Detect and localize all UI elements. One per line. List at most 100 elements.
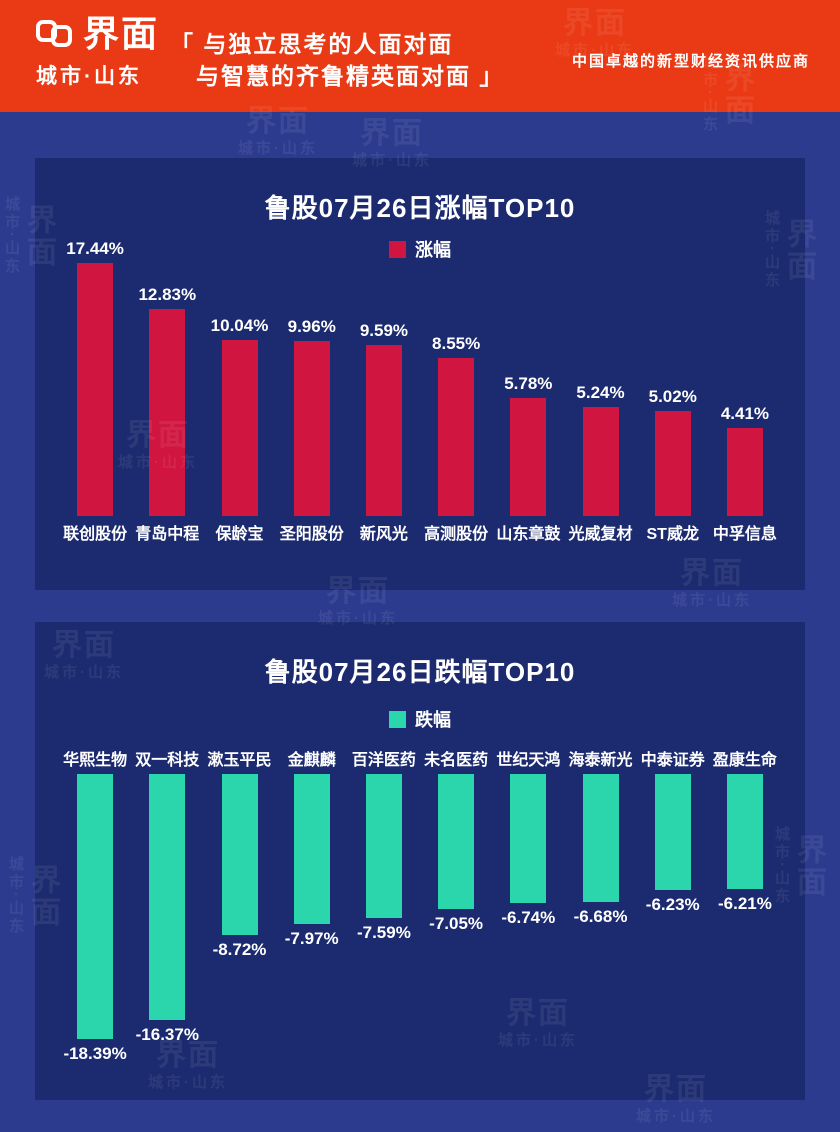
loser-bar <box>221 774 258 935</box>
bar-value-label: 4.41% <box>720 404 770 423</box>
bar-value-label: -7.05% <box>429 914 484 933</box>
watermark-brand-text: 界面 <box>360 117 424 150</box>
header-slogan: 「 与独立思考的人面对面 与智慧的齐鲁精英面对面 」 <box>170 28 504 92</box>
brand-header: 界面 城市·山东 「 与独立思考的人面对面 与智慧的齐鲁精英面对面 」 中国卓越… <box>0 0 840 112</box>
loser-bar <box>438 774 475 909</box>
category-label: 保龄宝 <box>215 526 264 543</box>
gainer-bar <box>726 428 763 516</box>
bar-value-label: 5.78% <box>504 374 553 393</box>
chart-column: -16.37% <box>131 774 203 1066</box>
brand-name: 界面 <box>83 13 160 54</box>
gainer-bar <box>510 398 547 516</box>
bar-value-label: -7.97% <box>284 929 339 948</box>
losers-chart-panel: 鲁股07月26日跌幅TOP10 跌幅 华熙生物 双一科技 漱玉平民 金麒麟 百洋医药 未名… <box>35 622 805 1100</box>
category-label: 双一科技 <box>135 752 200 769</box>
brand-region: 城市·山东 <box>36 65 142 88</box>
brand-logo-block: 界面 城市·山东 <box>36 16 159 90</box>
chart-column: 9.96% <box>276 236 348 516</box>
gainers-bars-area: 17.44% 12.83% 10.04% 9.96% 9.59% 8.55% 5.78% 5.… <box>59 236 781 516</box>
chart-column: 9.59% <box>348 236 420 516</box>
bar-value-label: -6.68% <box>573 907 628 926</box>
category-label: 盈康生命 <box>712 752 777 769</box>
watermark-region-text: 城市·山东 <box>238 140 318 157</box>
gainer-bar <box>149 309 186 516</box>
bar-value-label: 9.59% <box>359 321 409 340</box>
loser-bar <box>726 774 763 889</box>
losers-chart-title: 鲁股07月26日跌幅TOP10 <box>264 657 576 687</box>
chart-column: -18.39% <box>59 774 131 1066</box>
category-label: 联创股份 <box>63 526 128 543</box>
chart-column: 8.55% <box>420 236 492 516</box>
bar-value-label: -18.39% <box>63 1044 127 1063</box>
bar-value-label: -16.37% <box>135 1025 199 1044</box>
chart-column: -8.72% <box>203 774 275 1066</box>
gainer-bar <box>582 407 619 516</box>
gainers-chart-title: 鲁股07月26日涨幅TOP10 <box>264 193 576 223</box>
gainers-legend-swatch-icon <box>389 240 406 258</box>
category-label: 未名医药 <box>424 752 489 769</box>
bar-value-label: -6.23% <box>645 895 700 914</box>
bar-value-label: 17.44% <box>66 239 124 258</box>
gainer-bar <box>654 411 691 516</box>
losers-legend-label: 跌幅 <box>415 710 451 730</box>
category-label: 世纪天鸿 <box>496 752 561 769</box>
loser-bar <box>149 774 186 1020</box>
gainer-bar <box>221 340 258 516</box>
loser-bar <box>510 774 547 903</box>
losers-category-row: 华熙生物 双一科技 漱玉平民 金麒麟 百洋医药 未名医药 世纪天鸿 海泰新光 中泰证券 盈康生命 <box>59 746 781 770</box>
category-label: 中孚信息 <box>712 526 777 543</box>
loser-bar <box>77 774 114 1039</box>
category-label: 中泰证券 <box>640 752 705 769</box>
chart-column: 5.02% <box>637 236 709 516</box>
gainer-bar <box>365 345 402 516</box>
watermark-region-text: 城市·山东 <box>636 1108 716 1125</box>
category-label: 漱玉平民 <box>207 752 272 769</box>
bar-value-label: 10.04% <box>210 316 269 335</box>
loser-bar <box>293 774 330 924</box>
bar-value-label: 5.24% <box>576 383 625 402</box>
losers-legend: 跌幅 <box>35 706 805 732</box>
chart-column: 5.24% <box>564 236 636 516</box>
chart-column: 5.78% <box>492 236 564 516</box>
chart-column: -6.68% <box>564 774 636 1066</box>
bar-value-label: 8.55% <box>432 334 481 353</box>
losers-legend-swatch-icon <box>389 710 406 728</box>
chart-column: 17.44% <box>59 236 131 516</box>
jiemian-logo-icon <box>36 18 76 50</box>
gainers-category-row: 联创股份 青岛中程 保龄宝 圣阳股份 新风光 高测股份 山东章鼓 光威复材 ST威龙 中孚信息 <box>59 520 781 544</box>
category-label: 青岛中程 <box>135 526 200 543</box>
bar-value-label: 5.02% <box>648 387 697 406</box>
gainer-bar <box>438 358 475 516</box>
category-label: 高测股份 <box>424 526 489 543</box>
chart-column: -6.23% <box>637 774 709 1066</box>
bar-value-label: -6.74% <box>501 908 556 927</box>
slogan-line-1: 「 与独立思考的人面对面 <box>170 31 454 57</box>
loser-bar <box>582 774 619 902</box>
category-label: 金麒麟 <box>287 752 336 769</box>
category-label: 海泰新光 <box>568 752 633 769</box>
category-label: ST威龙 <box>646 526 699 543</box>
chart-column: 4.41% <box>709 236 781 516</box>
bar-value-label: 9.96% <box>287 317 336 336</box>
chart-column: -7.05% <box>420 774 492 1066</box>
bar-value-label: -6.21% <box>717 894 772 913</box>
bar-value-label: -8.72% <box>212 940 267 959</box>
chart-column: 10.04% <box>203 236 275 516</box>
gainer-bar <box>293 341 330 516</box>
chart-column: -7.59% <box>348 774 420 1066</box>
gainers-chart-panel: 鲁股07月26日涨幅TOP10 涨幅 17.44% 12.83% 10.04% 9.9… <box>35 158 805 590</box>
category-label: 光威复材 <box>568 526 633 543</box>
chart-column: -6.74% <box>492 774 564 1066</box>
gainers-legend: 涨幅 <box>35 236 805 262</box>
category-label: 新风光 <box>359 526 408 543</box>
watermark-region-text: 城市·山东 <box>672 592 752 609</box>
chart-column: 12.83% <box>131 236 203 516</box>
header-tagline: 中国卓越的新型财经资讯供应商 <box>571 53 810 70</box>
bar-value-label: 12.83% <box>138 285 197 304</box>
category-label: 华熙生物 <box>63 752 128 769</box>
brand-watermark: 界面城市·山东 <box>238 104 318 158</box>
chart-column: -7.97% <box>276 774 348 1066</box>
category-label: 圣阳股份 <box>279 526 344 543</box>
losers-bars-area: -18.39% -16.37% -8.72% -7.97% -7.59% -7.05% -6… <box>59 774 781 1066</box>
category-label: 山东章鼓 <box>496 526 561 543</box>
